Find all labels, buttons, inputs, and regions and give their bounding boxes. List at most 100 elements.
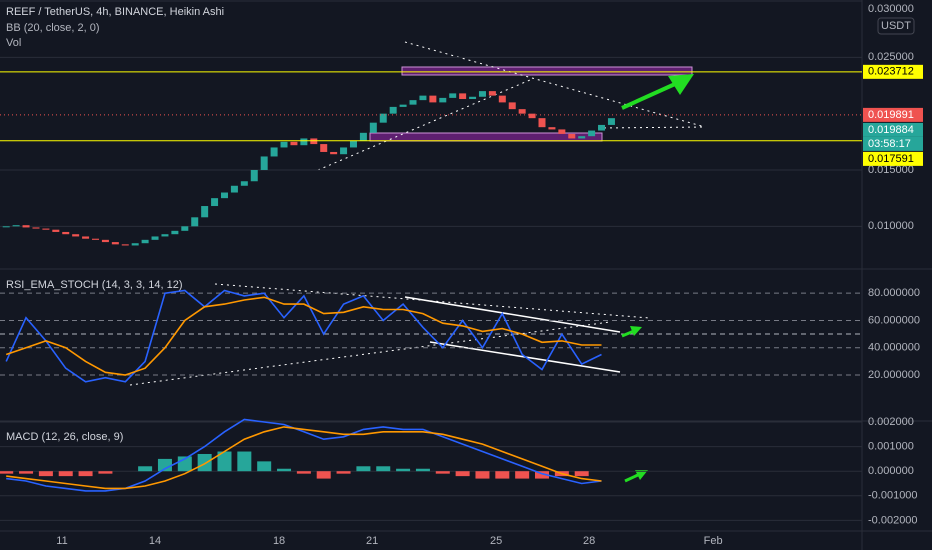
arrow xyxy=(621,82,676,110)
indicator-line xyxy=(5,289,602,383)
x-tick-label: 21 xyxy=(366,535,378,547)
histogram-bar xyxy=(277,468,292,472)
candle xyxy=(548,127,556,130)
y-tick-label: -0.002000 xyxy=(868,514,918,526)
unit-label: USDT xyxy=(881,20,911,32)
candle xyxy=(320,144,328,152)
candle xyxy=(528,113,536,119)
candle xyxy=(260,156,268,170)
candle xyxy=(191,217,199,227)
candle xyxy=(578,136,586,139)
candle xyxy=(201,206,209,218)
candle xyxy=(62,231,70,235)
y-tick-label: -0.001000 xyxy=(868,490,918,502)
candle xyxy=(369,122,377,133)
candle xyxy=(330,151,338,155)
candle xyxy=(220,192,228,199)
candle xyxy=(171,230,179,235)
histogram-bar xyxy=(296,471,311,474)
histogram-bar xyxy=(574,471,589,477)
price-tag xyxy=(863,151,923,166)
histogram-bar xyxy=(455,471,470,477)
candle xyxy=(151,236,159,240)
histogram-bar xyxy=(535,471,550,479)
candle xyxy=(359,132,367,141)
candle xyxy=(568,133,576,139)
candle xyxy=(141,239,149,244)
candle xyxy=(280,141,288,148)
candle xyxy=(42,228,50,230)
candle xyxy=(72,234,80,237)
histogram-bar xyxy=(78,471,93,477)
candle xyxy=(399,104,407,107)
histogram-bar xyxy=(316,471,331,479)
candle xyxy=(419,95,427,101)
candle xyxy=(508,102,516,110)
y-tick-label: 20.000000 xyxy=(868,369,920,381)
histogram-bar xyxy=(237,451,252,472)
candle xyxy=(340,147,348,155)
price-tag-label: 0.017591 xyxy=(868,153,914,165)
histogram-bar xyxy=(157,458,172,472)
arrow xyxy=(621,329,635,338)
y-tick-label: 0.010000 xyxy=(868,220,914,232)
price-tag-label: 0.023712 xyxy=(868,66,914,78)
indicator-line xyxy=(6,418,602,492)
y-tick-label: 40.000000 xyxy=(868,342,920,354)
candle xyxy=(290,141,298,146)
histogram-bar xyxy=(356,466,371,472)
y-tick-label: 0.002000 xyxy=(868,416,914,428)
histogram-bar xyxy=(98,471,113,474)
candle xyxy=(469,96,477,100)
candle xyxy=(131,243,139,246)
resistance-box xyxy=(401,66,693,76)
histogram-bar xyxy=(475,471,490,479)
x-tick-label: Feb xyxy=(704,535,723,547)
candle xyxy=(518,109,526,114)
channel-line xyxy=(404,296,621,333)
candle xyxy=(240,181,248,186)
candle xyxy=(22,225,30,228)
y-tick-label: 0.025000 xyxy=(868,51,914,63)
candle xyxy=(230,185,238,193)
histogram-bar xyxy=(217,451,232,472)
price-tag-label: 0.019884 xyxy=(868,124,914,136)
y-tick-label: 0.015000 xyxy=(868,164,914,176)
histogram-bar xyxy=(495,471,510,479)
histogram-bar xyxy=(197,453,212,472)
price-tag xyxy=(863,107,923,122)
histogram-bar xyxy=(257,461,272,472)
candle xyxy=(449,93,457,98)
y-tick-label: 0.000000 xyxy=(868,465,914,477)
support-box xyxy=(369,132,603,142)
candle xyxy=(439,97,447,103)
candle xyxy=(111,242,119,245)
histogram-bar xyxy=(336,471,351,474)
price-tag xyxy=(863,64,923,79)
trend-line xyxy=(317,79,531,171)
y-tick-label: 0.001000 xyxy=(868,441,914,453)
x-tick-label: 14 xyxy=(149,535,161,547)
pane-title: RSI_EMA_STOCH (14, 3, 3, 14, 12) xyxy=(6,279,182,291)
candle xyxy=(181,226,189,231)
arrow-head xyxy=(630,326,642,336)
candle xyxy=(478,91,486,97)
candle xyxy=(379,113,387,123)
candle xyxy=(349,140,357,148)
candle xyxy=(92,238,100,240)
histogram-bar xyxy=(138,466,153,472)
candle xyxy=(588,130,596,137)
candle xyxy=(538,118,546,128)
candle xyxy=(121,244,129,246)
histogram-bar xyxy=(376,466,391,472)
histogram-bar xyxy=(435,471,450,474)
histogram-bar xyxy=(58,471,73,477)
indicator-line xyxy=(6,426,602,490)
y-tick-label: 0.030000 xyxy=(868,3,914,15)
trend-line xyxy=(129,321,611,386)
countdown-tag xyxy=(863,136,923,151)
candle xyxy=(459,93,467,100)
candle xyxy=(488,91,496,96)
